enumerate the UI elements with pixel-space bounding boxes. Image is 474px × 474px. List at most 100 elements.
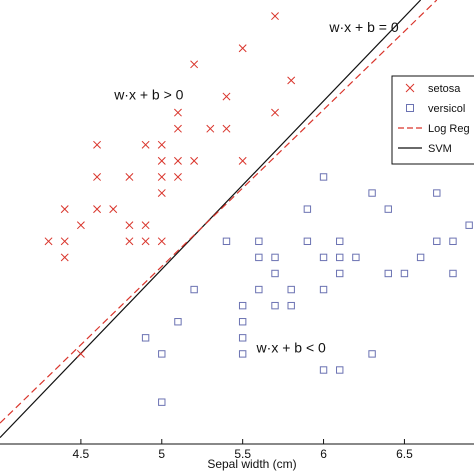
setosa-point: [157, 173, 166, 181]
x-marker-stroke: [76, 221, 85, 230]
log-reg-line: [0, 0, 438, 424]
x-marker-stroke: [222, 124, 231, 133]
x-marker-stroke: [141, 221, 150, 230]
annotation-3: w·x + b < 0: [256, 339, 326, 355]
legend: setosa versicol Log Reg SVM: [391, 75, 474, 165]
versicol-point: [303, 237, 312, 246]
legend-setosa-label: setosa: [428, 83, 461, 95]
versicol-point: [271, 301, 279, 310]
x-marker-stroke: [271, 108, 279, 117]
x-marker-stroke: [157, 156, 166, 165]
annotation-2: w·x + b > 0: [113, 87, 183, 103]
legend-versicol-label: versicol: [428, 103, 465, 115]
setosa-point: [60, 237, 69, 246]
x-marker-stroke: [287, 76, 296, 85]
setosa-point: [157, 140, 166, 149]
versicol-point: [368, 189, 376, 197]
x-marker-stroke: [173, 156, 182, 165]
x-marker-stroke: [222, 92, 231, 101]
x-marker-stroke: [173, 173, 182, 181]
versicol-point: [174, 318, 182, 326]
lines-layer: [0, 0, 438, 438]
versicol-point: [271, 269, 279, 278]
versicol-point: [465, 221, 473, 229]
x-marker-stroke: [157, 237, 166, 246]
versicol-point: [384, 205, 392, 213]
x-marker-stroke: [238, 44, 247, 53]
setosa-point: [76, 349, 85, 358]
setosa-point: [173, 173, 182, 181]
setosa-point: [157, 237, 166, 246]
x-marker-stroke: [76, 349, 85, 358]
versicol-point: [238, 318, 247, 326]
x-marker-stroke: [206, 124, 215, 133]
x-marker-stroke: [141, 237, 150, 246]
setosa-point: [93, 205, 102, 214]
versicol-point: [400, 269, 409, 278]
x-tick-label: 6.5: [396, 447, 413, 461]
versicol-point: [433, 189, 441, 197]
versicol-point: [384, 269, 392, 278]
setosa-point: [125, 173, 134, 181]
x-marker-stroke: [271, 12, 279, 21]
x-marker-stroke: [173, 108, 182, 117]
setosa-point: [125, 237, 134, 246]
versicol-point: [416, 253, 425, 262]
x-marker-stroke: [93, 205, 102, 214]
x-marker-stroke: [190, 156, 199, 165]
versicol-point: [319, 253, 328, 262]
setosa-point: [93, 140, 102, 149]
setosa-point: [60, 205, 69, 214]
x-tick-label: 5: [158, 447, 165, 461]
versicol-point: [255, 237, 263, 246]
setosa-point: [206, 124, 215, 133]
legend-log-reg-label: Log Reg: [428, 123, 470, 135]
setosa-point: [222, 92, 231, 101]
versicol-point: [449, 269, 457, 278]
setosa-point: [141, 140, 150, 149]
setosa-point: [141, 221, 150, 230]
legend-setosa-marker: [405, 83, 415, 93]
versicol-point: [255, 285, 263, 294]
versicol-point: [319, 285, 328, 294]
x-marker-stroke: [93, 140, 102, 149]
x-marker-stroke: [238, 156, 247, 165]
versicol-point: [141, 334, 150, 342]
versicol-point: [222, 237, 231, 246]
versicol-point: [319, 173, 328, 181]
setosa-point: [271, 12, 279, 21]
legend-box: [391, 75, 474, 165]
x-marker-stroke: [157, 189, 166, 197]
x-marker-stroke: [190, 60, 199, 69]
setosa-point: [44, 237, 53, 246]
versicol-point: [287, 301, 295, 310]
versicol-point: [271, 253, 279, 262]
setosa-point: [173, 156, 182, 165]
versicol-point: [433, 237, 441, 246]
x-marker-stroke: [125, 237, 134, 246]
x-tick-label: 4.5: [73, 447, 90, 461]
setosa-point: [287, 76, 296, 85]
x-tick-label: 5.5: [234, 447, 251, 461]
x-tick-label: 6: [320, 447, 327, 461]
versicol-point: [336, 237, 344, 246]
versicol-point: [319, 366, 328, 374]
x-marker-stroke: [141, 140, 150, 149]
annotation-1: w·x + b = 0: [328, 19, 398, 35]
annotations-layer: w·x + b = 0 w·x + b > 0 w·x + b < 0: [113, 19, 399, 355]
svm-line: [0, 0, 422, 438]
setosa-point: [190, 60, 199, 69]
setosa-point: [157, 189, 166, 197]
versicol-point: [238, 350, 247, 358]
versicol-point: [449, 237, 457, 246]
versicol-point: [158, 398, 166, 406]
setosa-point: [190, 156, 199, 165]
x-marker-stroke: [44, 237, 53, 246]
setosa-point: [173, 108, 182, 117]
setosa-point: [238, 44, 247, 53]
setosa-point: [76, 221, 85, 230]
versicol-point: [303, 205, 312, 213]
versicol-point: [368, 350, 376, 358]
legend-svm-label: SVM: [428, 143, 452, 155]
